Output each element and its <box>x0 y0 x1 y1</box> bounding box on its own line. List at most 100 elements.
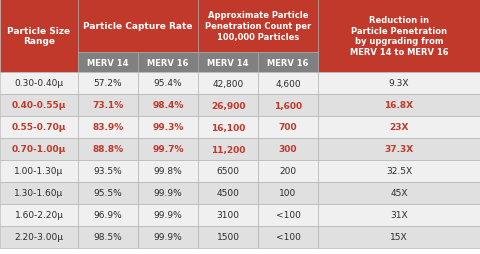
Text: Approximate Particle
Penetration Count per
100,000 Particles: Approximate Particle Penetration Count p… <box>205 11 311 42</box>
Bar <box>78 204 138 226</box>
Bar <box>138 182 198 204</box>
Bar <box>78 138 138 160</box>
Bar <box>78 95 138 117</box>
Text: 1500: 1500 <box>216 233 240 242</box>
Text: 37.3X: 37.3X <box>384 145 414 154</box>
Text: 2.20-3.00μ: 2.20-3.00μ <box>14 233 63 242</box>
Bar <box>198 73 258 95</box>
Bar <box>258 95 318 117</box>
Bar <box>78 182 138 204</box>
Text: 700: 700 <box>279 123 297 132</box>
Bar <box>0 95 78 117</box>
Bar <box>258 138 318 160</box>
Text: 57.2%: 57.2% <box>94 79 122 88</box>
Bar <box>318 0 480 73</box>
Bar <box>318 117 480 138</box>
Bar <box>198 95 258 117</box>
Text: 99.7%: 99.7% <box>152 145 184 154</box>
Text: 4500: 4500 <box>216 189 240 198</box>
Bar <box>0 138 78 160</box>
Text: 1.30-1.60μ: 1.30-1.60μ <box>14 189 64 198</box>
Bar <box>318 95 480 117</box>
Bar <box>258 226 318 248</box>
Text: 1,600: 1,600 <box>274 101 302 110</box>
Bar <box>198 138 258 160</box>
Bar <box>78 53 138 73</box>
Bar <box>198 182 258 204</box>
Bar <box>198 204 258 226</box>
Text: 99.3%: 99.3% <box>152 123 184 132</box>
Text: 11,200: 11,200 <box>211 145 245 154</box>
Text: 88.8%: 88.8% <box>93 145 123 154</box>
Text: 93.5%: 93.5% <box>94 167 122 176</box>
Text: 95.4%: 95.4% <box>154 79 182 88</box>
Text: 96.9%: 96.9% <box>94 211 122 220</box>
Bar <box>138 138 198 160</box>
Text: 26,900: 26,900 <box>211 101 245 110</box>
Bar <box>0 204 78 226</box>
Bar <box>258 53 318 73</box>
Text: 31X: 31X <box>390 211 408 220</box>
Bar <box>198 117 258 138</box>
Bar <box>258 73 318 95</box>
Text: 99.9%: 99.9% <box>154 189 182 198</box>
Text: MERV 14: MERV 14 <box>207 58 249 67</box>
Text: 0.70-1.00μ: 0.70-1.00μ <box>12 145 66 154</box>
Text: 32.5X: 32.5X <box>386 167 412 176</box>
Text: 100: 100 <box>279 189 297 198</box>
Text: 0.40-0.55μ: 0.40-0.55μ <box>12 101 66 110</box>
Bar <box>318 204 480 226</box>
Bar <box>138 160 198 182</box>
Bar <box>318 182 480 204</box>
Text: 1.60-2.20μ: 1.60-2.20μ <box>14 211 63 220</box>
Text: 16,100: 16,100 <box>211 123 245 132</box>
Text: MERV 16: MERV 16 <box>147 58 189 67</box>
Bar <box>198 53 258 73</box>
Text: 99.9%: 99.9% <box>154 233 182 242</box>
Text: Reduction in
Particle Penetration
by upgrading from
MERV 14 to MERV 16: Reduction in Particle Penetration by upg… <box>350 16 448 57</box>
Bar <box>78 160 138 182</box>
Bar <box>0 117 78 138</box>
Text: 45X: 45X <box>390 189 408 198</box>
Bar <box>318 226 480 248</box>
Bar <box>318 160 480 182</box>
Bar <box>138 204 198 226</box>
Bar <box>0 160 78 182</box>
Text: 4,600: 4,600 <box>275 79 301 88</box>
Bar <box>258 160 318 182</box>
Text: 83.9%: 83.9% <box>92 123 124 132</box>
Bar <box>318 138 480 160</box>
Text: 99.8%: 99.8% <box>154 167 182 176</box>
Text: 42,800: 42,800 <box>212 79 244 88</box>
Text: 98.4%: 98.4% <box>152 101 184 110</box>
Text: MERV 14: MERV 14 <box>87 58 129 67</box>
Bar <box>138 226 198 248</box>
Bar <box>258 117 318 138</box>
Text: 99.9%: 99.9% <box>154 211 182 220</box>
Bar <box>198 226 258 248</box>
Bar <box>78 73 138 95</box>
Bar <box>0 0 78 73</box>
Text: Particle Size
Range: Particle Size Range <box>7 26 71 46</box>
Text: 98.5%: 98.5% <box>94 233 122 242</box>
Text: 6500: 6500 <box>216 167 240 176</box>
Bar <box>318 73 480 95</box>
Bar <box>258 204 318 226</box>
Bar <box>78 0 198 53</box>
Bar <box>258 182 318 204</box>
Bar <box>78 226 138 248</box>
Bar <box>138 95 198 117</box>
Text: <100: <100 <box>276 211 300 220</box>
Bar <box>198 0 318 53</box>
Bar <box>198 160 258 182</box>
Text: 9.3X: 9.3X <box>389 79 409 88</box>
Bar <box>138 53 198 73</box>
Bar <box>78 117 138 138</box>
Text: 95.5%: 95.5% <box>94 189 122 198</box>
Text: 300: 300 <box>279 145 297 154</box>
Text: 0.30-0.40μ: 0.30-0.40μ <box>14 79 63 88</box>
Bar <box>0 182 78 204</box>
Text: 1.00-1.30μ: 1.00-1.30μ <box>14 167 64 176</box>
Text: 16.8X: 16.8X <box>384 101 414 110</box>
Text: <100: <100 <box>276 233 300 242</box>
